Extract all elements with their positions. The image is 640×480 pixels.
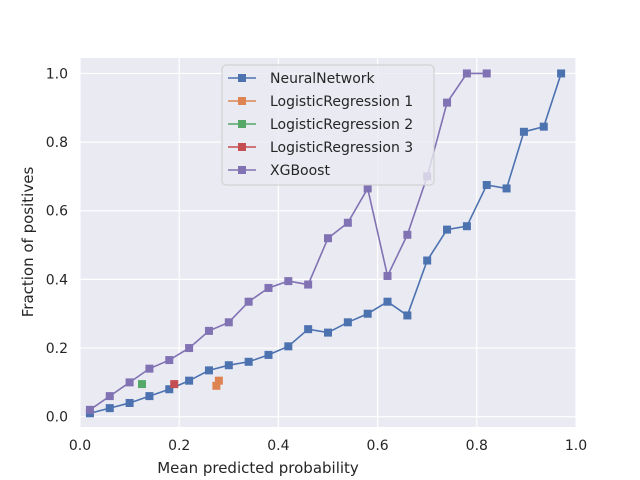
data-point (284, 277, 293, 286)
series-0 (85, 69, 566, 418)
data-point (482, 69, 491, 78)
legend-marker (238, 74, 246, 82)
y-tick-label: 0.0 (46, 410, 68, 426)
data-point (324, 234, 332, 243)
data-point (482, 181, 491, 190)
data-point (539, 122, 548, 131)
legend-item: NeuralNetwork (228, 71, 376, 87)
legend-marker (238, 166, 246, 174)
data-point (145, 392, 154, 401)
data-point (214, 376, 223, 385)
data-point (204, 366, 213, 375)
data-point (145, 364, 154, 373)
legend-label: NeuralNetwork (270, 71, 376, 87)
data-point (557, 69, 566, 78)
y-axis: 0.0 0.2 0.4 0.6 0.8 1.0 (46, 66, 68, 425)
data-point (212, 381, 221, 390)
data-point (105, 404, 114, 413)
data-point (383, 297, 392, 306)
data-point (244, 357, 253, 366)
data-point (105, 392, 114, 401)
data-point (324, 328, 332, 337)
data-point (244, 297, 253, 306)
data-point (363, 184, 372, 193)
data-point (403, 230, 412, 239)
y-axis-title: Fraction of positives (19, 167, 37, 318)
data-point (363, 309, 372, 318)
y-tick-label: 0.8 (46, 135, 68, 151)
series-1 (212, 376, 223, 390)
legend-item: LogisticRegression 1 (228, 94, 413, 110)
series-3 (170, 380, 179, 389)
x-tick-label: 0.8 (466, 438, 488, 454)
data-point (462, 69, 471, 78)
legend-label: XGBoost (270, 163, 330, 179)
data-point (185, 376, 194, 385)
x-tick-label: 1.0 (565, 438, 587, 454)
data-point (165, 356, 174, 365)
legend-label: LogisticRegression 3 (270, 140, 413, 156)
data-point (443, 225, 452, 234)
data-point (423, 256, 432, 265)
data-point (383, 271, 392, 280)
data-point (304, 325, 313, 334)
series-layer (85, 69, 566, 418)
data-point (224, 361, 233, 370)
legend-label: LogisticRegression 1 (270, 94, 413, 110)
y-tick-label: 0.6 (46, 204, 68, 220)
legend-marker (238, 97, 246, 105)
data-point (264, 350, 273, 359)
x-axis: 0.0 0.2 0.4 0.6 0.8 1.0 (69, 438, 587, 454)
data-point (85, 405, 94, 414)
legend-marker (238, 120, 246, 128)
series-2 (138, 380, 146, 389)
data-point (519, 127, 528, 136)
data-point (443, 98, 452, 107)
legend: NeuralNetwork LogisticRegression 1 Logisti… (221, 64, 435, 186)
data-point (165, 385, 174, 394)
y-tick-label: 0.4 (46, 272, 68, 288)
data-point (343, 218, 352, 227)
data-point (264, 283, 273, 292)
legend-marker (238, 143, 246, 151)
data-point (403, 311, 412, 320)
data-point (204, 326, 213, 335)
data-point (138, 380, 146, 389)
x-axis-title: Mean predicted probability (157, 459, 359, 477)
x-tick-label: 0.6 (366, 438, 388, 454)
data-point (185, 344, 194, 353)
legend-item: XGBoost (228, 163, 330, 179)
data-point (170, 380, 179, 389)
data-point (304, 280, 313, 289)
data-point (224, 318, 233, 327)
data-point (343, 318, 352, 327)
x-tick-label: 0.2 (168, 438, 190, 454)
y-tick-label: 1.0 (46, 66, 68, 82)
x-tick-label: 0.0 (69, 438, 91, 454)
data-point (125, 378, 134, 387)
legend-item: LogisticRegression 2 (228, 117, 413, 133)
data-point (502, 184, 511, 193)
data-point (125, 398, 134, 407)
legend-item: LogisticRegression 3 (228, 140, 413, 156)
legend-box (221, 64, 435, 186)
data-point (462, 222, 471, 231)
legend-label: LogisticRegression 2 (270, 117, 413, 133)
x-tick-label: 0.4 (267, 438, 289, 454)
data-point (284, 342, 293, 351)
y-tick-label: 0.2 (46, 341, 68, 357)
